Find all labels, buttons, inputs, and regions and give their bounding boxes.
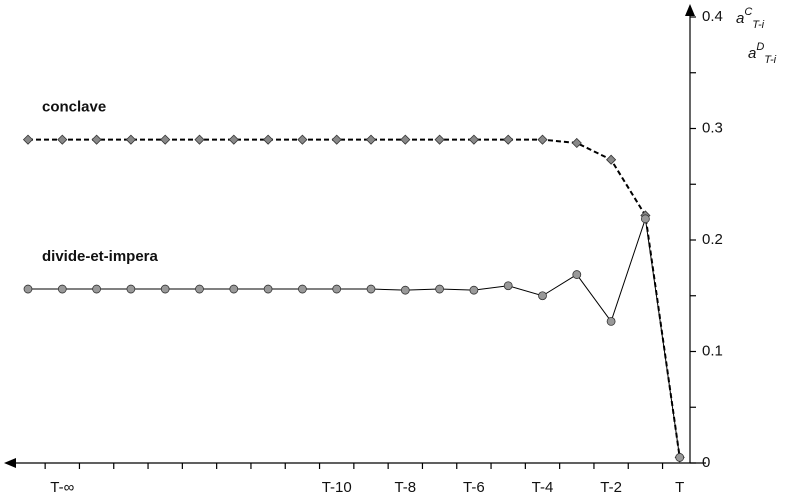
- marker: [57, 134, 68, 145]
- marker: [400, 285, 410, 295]
- series-line: [28, 218, 681, 458]
- marker: [160, 134, 171, 145]
- marker: [263, 134, 274, 145]
- marker: [332, 284, 342, 294]
- x-tick-label: T-8: [394, 479, 416, 496]
- marker: [92, 284, 101, 294]
- marker: [538, 291, 547, 301]
- y-tick-label: 0.1: [702, 342, 723, 359]
- marker: [160, 284, 170, 294]
- marker: [468, 134, 479, 145]
- marker: [503, 134, 514, 145]
- marker: [400, 134, 411, 145]
- marker: [229, 284, 239, 294]
- series-label: conclave: [42, 99, 106, 116]
- marker: [606, 154, 617, 165]
- marker: [572, 270, 582, 279]
- marker: [365, 134, 377, 145]
- marker: [23, 284, 33, 294]
- y-axis-label: aDT-i: [748, 41, 777, 66]
- label-sub: T-i: [752, 19, 764, 31]
- marker: [194, 134, 205, 145]
- marker: [503, 281, 513, 291]
- marker: [571, 137, 582, 149]
- y-tick-label: 0.4: [702, 8, 723, 25]
- marker: [435, 284, 445, 294]
- y-tick-label: 0.2: [702, 231, 723, 248]
- marker: [434, 134, 445, 145]
- marker: [366, 284, 376, 294]
- marker: [641, 214, 650, 224]
- marker: [469, 285, 479, 295]
- marker: [297, 284, 307, 294]
- marker: [91, 134, 102, 145]
- x-tick-label: T: [675, 479, 684, 496]
- marker: [57, 284, 67, 294]
- marker: [22, 134, 34, 145]
- marker: [297, 134, 308, 145]
- series-label: divide-et-impera: [42, 248, 159, 265]
- y-tick-label: 0: [702, 454, 710, 471]
- marker: [228, 134, 239, 145]
- x-tick-label: T-6: [463, 479, 485, 496]
- marker: [263, 284, 273, 294]
- marker: [331, 134, 342, 145]
- x-tick-label: T-4: [532, 479, 554, 496]
- series-line: [28, 138, 681, 458]
- label-base: a: [748, 45, 756, 62]
- label-sup: C: [744, 6, 752, 18]
- y-axis-label: aCT-i: [736, 6, 765, 31]
- marker: [537, 134, 548, 145]
- x-tick-label: T-10: [322, 479, 352, 496]
- x-tick-label: T-2: [600, 479, 622, 496]
- x-tick-label: T-∞: [50, 479, 74, 496]
- label-sup: D: [756, 41, 764, 53]
- y-axis-arrow: [685, 4, 695, 16]
- marker: [675, 453, 685, 462]
- label-base: a: [736, 10, 744, 27]
- marker: [125, 134, 136, 145]
- marker: [126, 284, 136, 294]
- label-sub: T-i: [764, 54, 776, 66]
- x-axis-arrow: [4, 458, 16, 468]
- marker: [606, 316, 616, 326]
- marker: [195, 284, 204, 294]
- y-tick-label: 0.3: [702, 119, 723, 136]
